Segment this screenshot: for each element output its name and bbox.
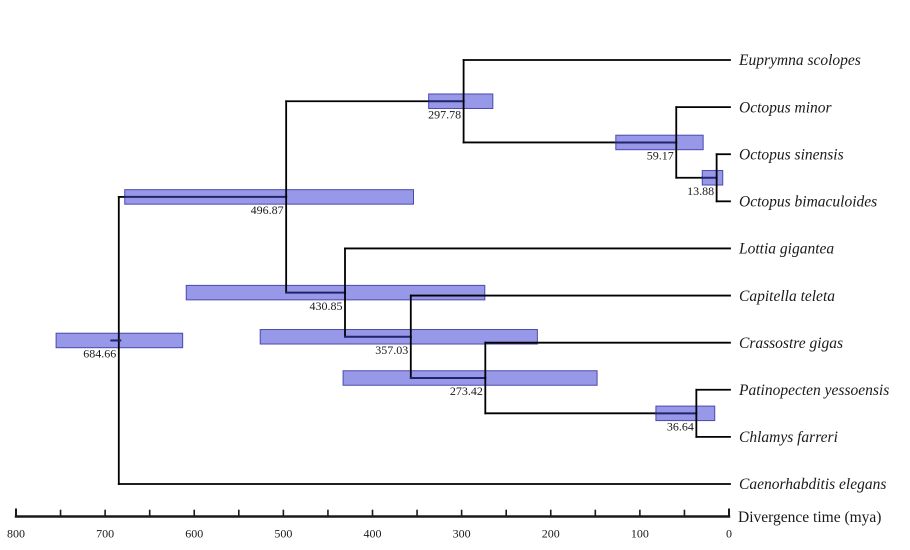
taxon-label: Octopus sinensis (739, 146, 844, 163)
axis-tick-label: 200 (542, 527, 560, 541)
axis-tick-label: 0 (726, 527, 732, 541)
taxon-label: Caenorhabditis elegans (739, 476, 886, 493)
node-age-label: 496.87 (251, 203, 284, 217)
taxon-label: Euprymna scolopes (738, 52, 861, 69)
node-age-label: 273.42 (450, 384, 483, 398)
node-age-label: 13.88 (687, 184, 714, 198)
node-age-label: 59.17 (647, 149, 674, 163)
taxon-label: Chlamys farreri (739, 429, 838, 446)
node-age-label: 684.66 (83, 347, 116, 361)
node-age-label: 36.64 (667, 420, 694, 434)
axis-tick-label: 500 (274, 527, 292, 541)
taxon-label: Crassostre gigas (739, 335, 843, 352)
node-age-label: 297.78 (428, 107, 461, 121)
taxon-label: Octopus bimaculoides (739, 194, 877, 211)
node-age-label: 357.03 (375, 343, 408, 357)
axis-tick-label: 300 (453, 527, 471, 541)
axis-tick-label: 600 (185, 527, 203, 541)
axis-tick-label: 700 (96, 527, 114, 541)
taxon-label: Octopus minor (739, 99, 833, 116)
axis-tick-label: 100 (631, 527, 649, 541)
axis-tick-label: 800 (7, 527, 25, 541)
branches (110, 59, 731, 485)
taxon-label: Patinopecten yessoensis (738, 382, 889, 399)
labels: 684.66 496.87 297.78 Euprymna scolopes 59.17… (83, 52, 889, 493)
axis-title: Divergence time (mya) (738, 509, 881, 526)
taxon-label: Lottia gigantea (738, 241, 834, 258)
time-axis: 800 700 600 500 400 300 200 100 0 Divergence time… (7, 508, 881, 541)
axis-tick-label: 400 (364, 527, 382, 541)
node-age-label: 430.85 (310, 299, 343, 313)
taxon-label: Capitella teleta (739, 288, 835, 305)
